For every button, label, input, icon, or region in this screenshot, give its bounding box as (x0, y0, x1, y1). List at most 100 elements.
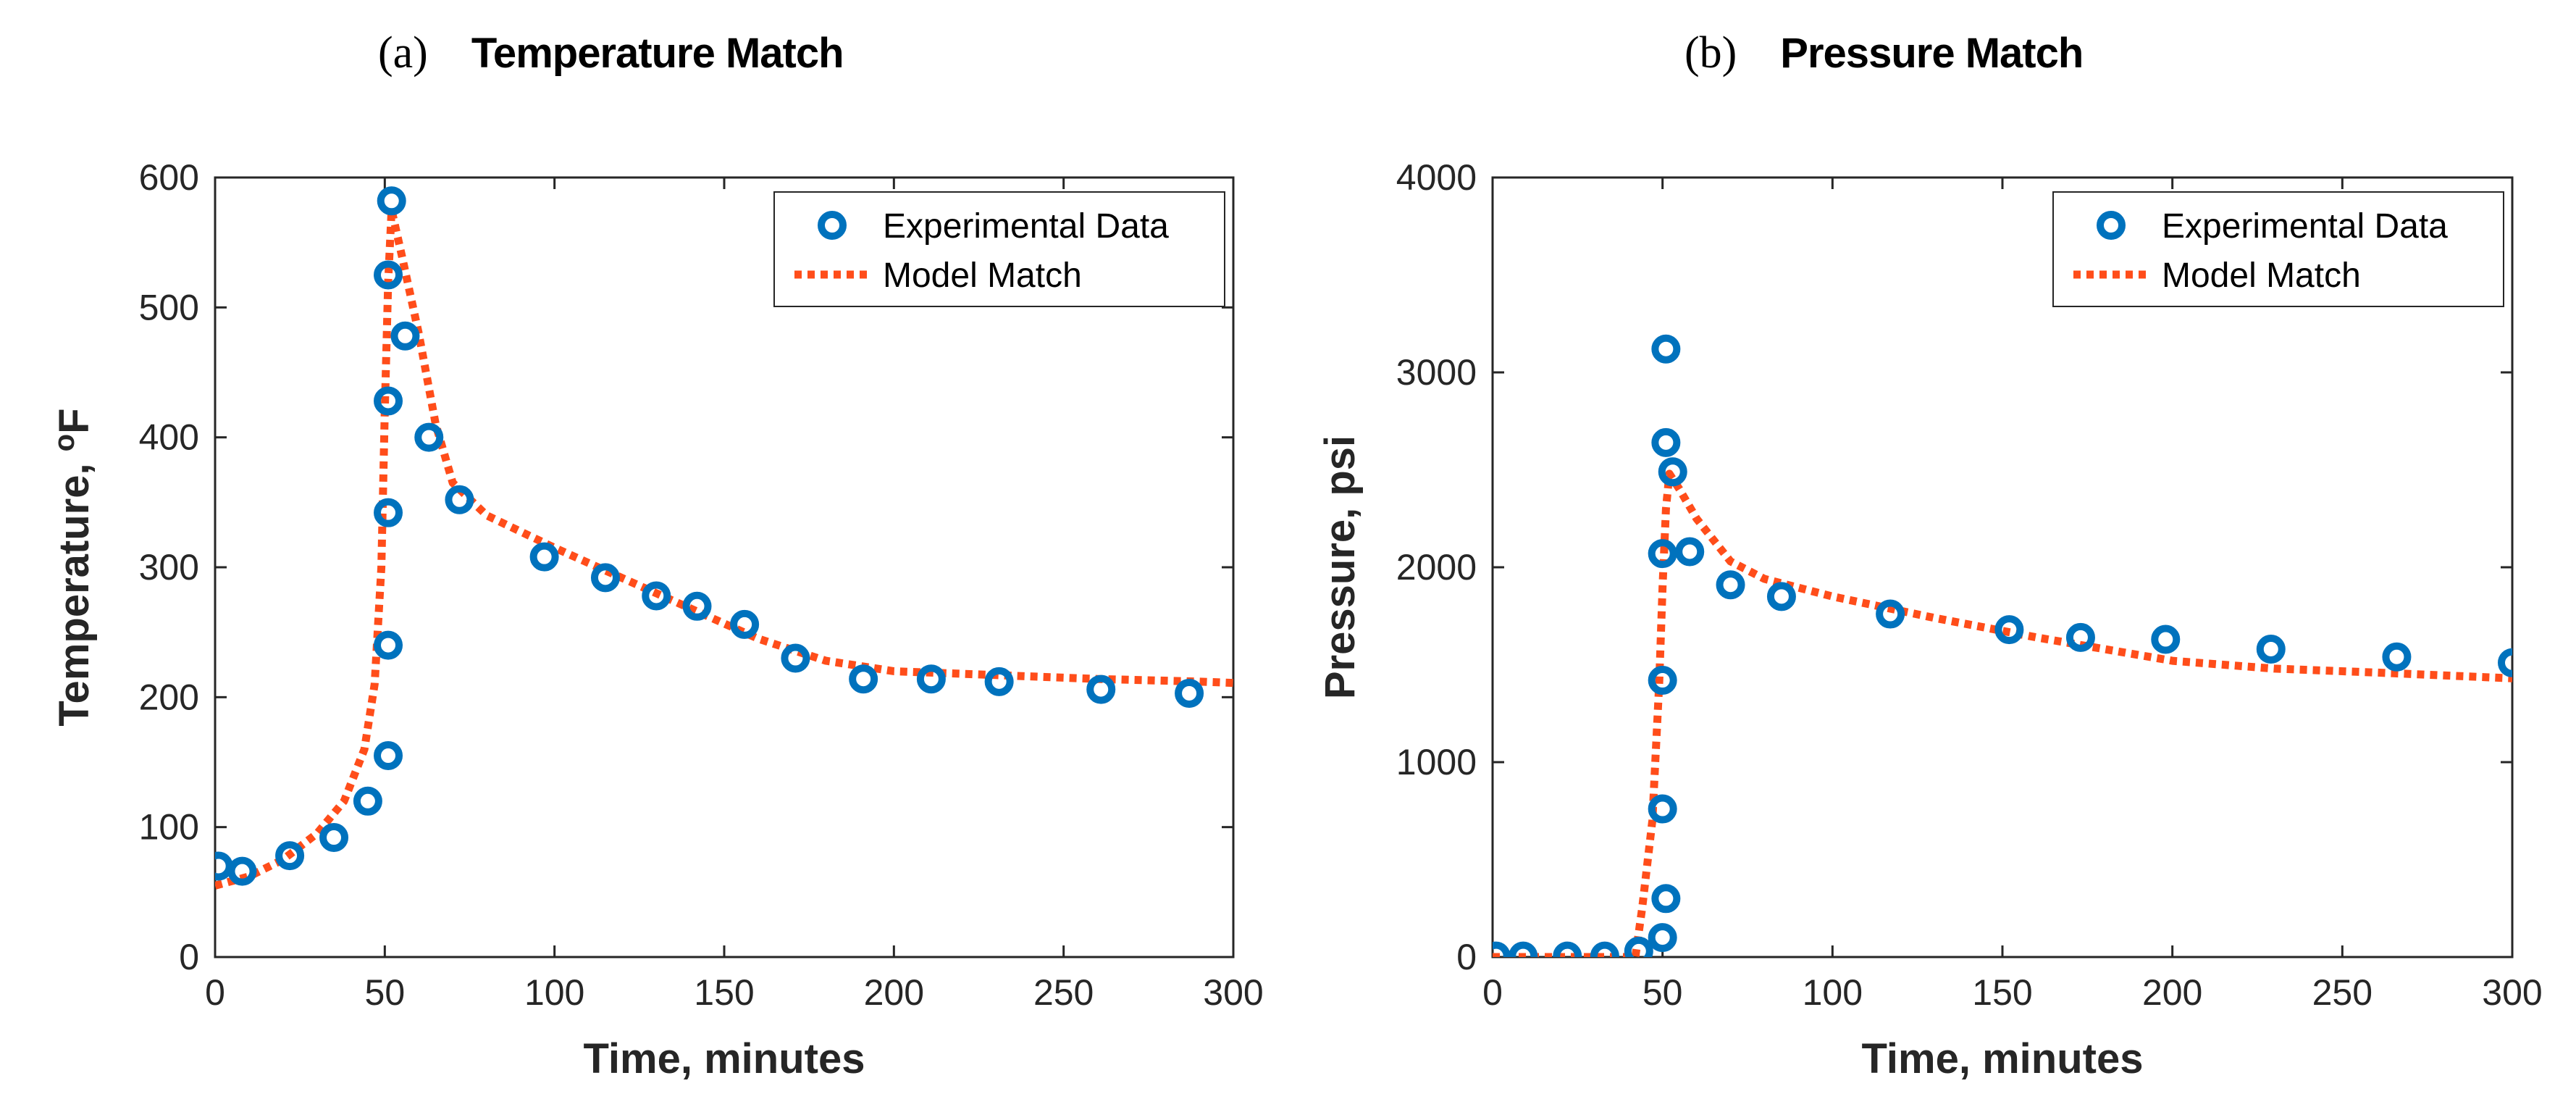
x-axis-title: Time, minutes (584, 1035, 865, 1082)
legend-box (2052, 191, 2504, 307)
model-match-line (215, 206, 1233, 890)
y-tick-label: 600 (139, 157, 199, 198)
chart-temperature: 0 50 100 150 200 250 300 0 100 200 300 400 500 600 Tim… (49, 157, 1264, 1082)
experimental-point (353, 786, 382, 816)
experimental-point (916, 664, 946, 694)
experimental-point (374, 630, 403, 660)
x-tick-label: 300 (1203, 972, 1263, 1013)
experimental-point (1994, 615, 2024, 645)
legend-label-experimental: Experimental Data (883, 207, 1169, 246)
legend-marker-experimental (2097, 211, 2126, 240)
x-tick-label: 300 (2482, 972, 2542, 1013)
experimental-point (377, 186, 406, 216)
x-tick-label: 200 (864, 972, 924, 1013)
experimental-point (590, 563, 620, 593)
legend-label-model: Model Match (2162, 256, 2361, 295)
y-tick-label: 300 (139, 547, 199, 588)
experimental-point (1624, 936, 1653, 957)
experimental-point (1648, 666, 1677, 695)
y-tick-label: 3000 (1396, 352, 1477, 393)
legend-marker-experimental (818, 211, 847, 240)
x-tick-label: 200 (2142, 972, 2202, 1013)
x-tick-label: 100 (1803, 972, 1863, 1013)
x-tick-label: 50 (365, 972, 406, 1013)
experimental-point (682, 591, 712, 621)
experimental-point (227, 856, 257, 886)
experimental-point (642, 581, 671, 611)
experimental-point (2498, 648, 2512, 677)
experimental-point (1651, 334, 1681, 364)
experimental-point (984, 667, 1014, 696)
y-axis-title: Temperature, oF (49, 408, 98, 726)
experimental-point (390, 321, 420, 351)
experimental-point (374, 498, 403, 527)
experimental-point (374, 741, 403, 771)
experimental-point (1509, 941, 1538, 957)
experimental-point (2256, 634, 2286, 664)
panel-b-heading: (b) Pressure Match (1685, 28, 2084, 79)
experimental-point (2382, 642, 2412, 672)
legend-label-experimental: Experimental Data (2162, 207, 2448, 246)
x-tick-label: 250 (2312, 972, 2372, 1013)
experimental-point (1648, 923, 1677, 953)
panel-a-tag: (a) (378, 28, 428, 78)
x-tick-label: 50 (1642, 972, 1683, 1013)
experimental-point (1651, 427, 1681, 457)
legend: Experimental Data Model Match (2052, 191, 2504, 307)
experimental-point (1648, 539, 1677, 569)
experimental-point (1648, 794, 1677, 824)
experimental-point (1175, 678, 1204, 708)
experimental-point (1493, 941, 1511, 957)
y-tick-label: 2000 (1396, 547, 1477, 588)
data-layer (215, 186, 1233, 890)
y-tick-label: 100 (139, 807, 199, 848)
y-tick-label: 0 (179, 937, 199, 977)
y-tick-label: 1000 (1396, 742, 1477, 782)
x-tick-label: 100 (524, 972, 584, 1013)
y-tick-label: 0 (1456, 937, 1477, 977)
experimental-point (1876, 599, 1905, 629)
experimental-point (1086, 674, 1116, 704)
x-tick-label: 0 (205, 972, 225, 1013)
experimental-point (1590, 941, 1619, 957)
experimental-point (1651, 884, 1681, 914)
experimental-point (529, 542, 559, 572)
experimental-point (849, 664, 878, 694)
panel-b-tag: (b) (1685, 28, 1737, 78)
panel-b-title: Pressure Match (1780, 30, 2084, 77)
legend: Experimental Data Model Match (773, 191, 1225, 307)
y-tick-label: 4000 (1396, 157, 1477, 198)
legend-label-model: Model Match (883, 256, 1082, 295)
experimental-point (275, 841, 305, 871)
x-tick-label: 250 (1033, 972, 1094, 1013)
y-axis-title: Pressure, psi (1317, 435, 1364, 699)
experimental-point (1766, 582, 1796, 611)
experimental-point (414, 422, 444, 452)
experimental-point (781, 643, 810, 673)
y-tick-label: 400 (139, 417, 199, 458)
chart-pressure: 0 50 100 150 200 250 30001000200030004000Time,… (1317, 157, 2543, 1082)
experimental-point (730, 609, 760, 639)
data-layer (1493, 334, 2512, 957)
y-tick-label: 500 (139, 287, 199, 327)
experimental-point (1716, 570, 1745, 600)
y-tick-label: 200 (139, 677, 199, 717)
panel-a-heading: (a) Temperature Match (378, 28, 844, 79)
legend-box (773, 191, 1225, 307)
x-axis-title: Time, minutes (1862, 1035, 2144, 1082)
experimental-point (1553, 941, 1582, 957)
model-match-line (1493, 469, 2512, 957)
experimental-point (319, 823, 349, 853)
experimental-point (215, 851, 233, 881)
experimental-point (1675, 537, 1705, 567)
experimental-point (374, 386, 403, 416)
panel-a-title: Temperature Match (471, 30, 844, 77)
x-tick-label: 150 (694, 972, 754, 1013)
x-tick-label: 0 (1482, 972, 1503, 1013)
experimental-point (374, 260, 403, 290)
experimental-point (2151, 624, 2181, 654)
experimental-point (1658, 457, 1687, 487)
experimental-point (2065, 622, 2095, 652)
experimental-point (445, 485, 474, 514)
